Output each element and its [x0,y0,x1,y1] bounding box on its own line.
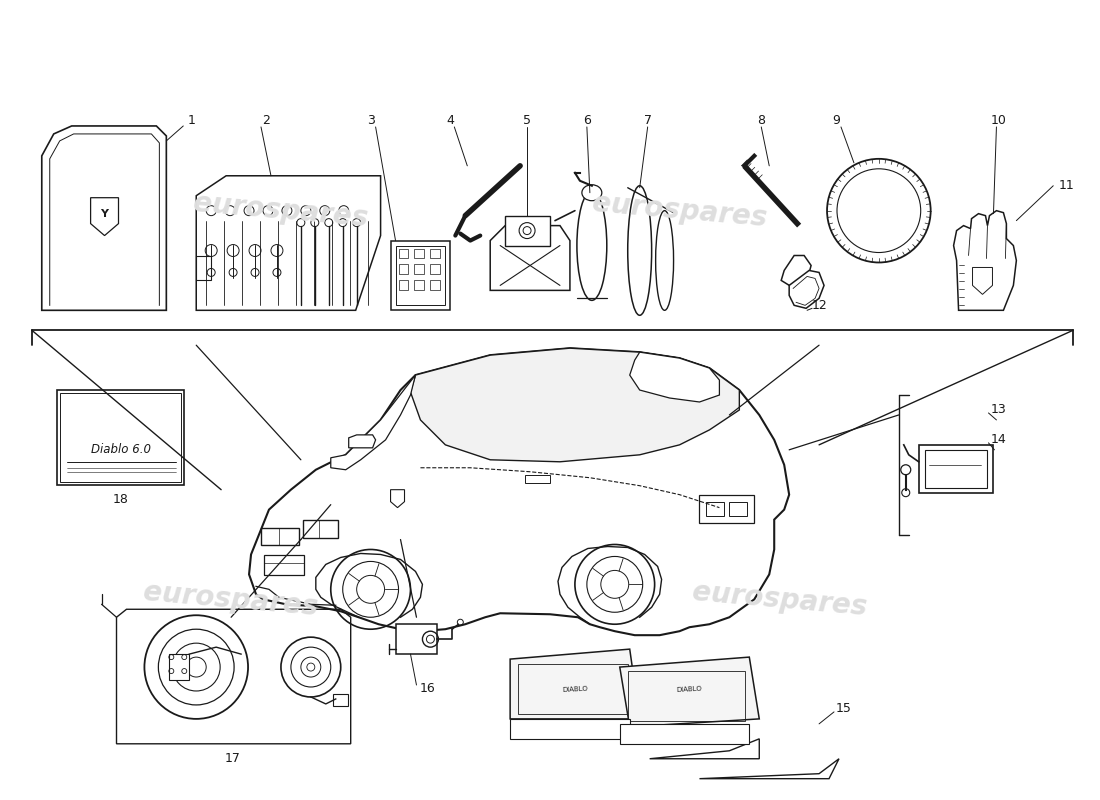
Bar [59,393,182,482]
Text: 2: 2 [262,114,270,127]
Polygon shape [781,255,811,288]
Bar [415,249,425,258]
Polygon shape [510,649,640,719]
Text: 4: 4 [447,114,454,127]
Circle shape [280,637,341,697]
Polygon shape [410,348,739,462]
Ellipse shape [656,210,673,310]
Bar [918,445,993,493]
Text: 18: 18 [112,493,129,506]
Text: 9: 9 [832,114,840,127]
Polygon shape [972,267,992,294]
Polygon shape [629,352,719,402]
Text: eurospares: eurospares [691,578,868,621]
Bar [333,694,348,706]
Text: DIABLO: DIABLO [676,686,703,693]
Bar [264,563,304,575]
Bar [505,216,550,246]
Polygon shape [42,126,166,310]
Bar [196,255,211,281]
Text: 5: 5 [524,114,531,127]
Polygon shape [249,348,789,635]
Polygon shape [491,226,570,290]
Ellipse shape [576,190,607,300]
Polygon shape [619,657,759,727]
Text: 11: 11 [1058,179,1074,192]
Polygon shape [349,435,375,448]
Bar [729,502,747,515]
Circle shape [144,615,249,719]
Bar [430,249,440,258]
Text: 1: 1 [187,114,195,127]
Bar [398,265,408,274]
Polygon shape [700,758,839,778]
Bar [706,502,725,515]
Ellipse shape [582,185,602,201]
Text: 12: 12 [811,299,827,312]
Bar [415,281,425,290]
Bar [169,654,189,680]
Polygon shape [196,176,381,310]
Text: 7: 7 [644,114,651,127]
Text: 14: 14 [991,434,1006,446]
Bar [261,527,299,546]
Text: 16: 16 [419,682,436,695]
Bar [430,281,440,290]
Text: 10: 10 [990,114,1006,127]
Bar [628,671,746,721]
Bar [302,519,338,538]
Text: Diablo 6.0: Diablo 6.0 [91,443,152,456]
Text: 15: 15 [836,702,851,715]
Bar [510,719,629,739]
Polygon shape [954,210,1016,310]
Bar [396,624,438,654]
Bar [398,249,408,258]
Polygon shape [650,739,759,758]
Bar [390,241,450,310]
Bar [415,265,425,274]
Polygon shape [789,270,824,308]
Text: 6: 6 [583,114,591,127]
Text: eurospares: eurospares [591,189,768,232]
Bar [525,474,550,482]
Text: eurospares: eurospares [192,189,370,232]
Text: Y: Y [100,209,109,218]
Text: DIABLO: DIABLO [562,686,587,693]
Text: 8: 8 [757,114,766,127]
Polygon shape [90,198,119,235]
Bar [619,724,749,744]
Text: 3: 3 [366,114,375,127]
Polygon shape [331,375,416,470]
Text: 17: 17 [226,752,241,766]
Bar [264,555,304,575]
Text: 13: 13 [991,403,1006,417]
Ellipse shape [628,186,651,315]
Bar [398,281,408,290]
Bar [518,664,628,714]
Bar [396,246,446,306]
Bar [925,450,988,488]
Text: eurospares: eurospares [143,578,320,621]
Bar [57,390,185,485]
Bar [700,494,755,522]
Bar [430,265,440,274]
